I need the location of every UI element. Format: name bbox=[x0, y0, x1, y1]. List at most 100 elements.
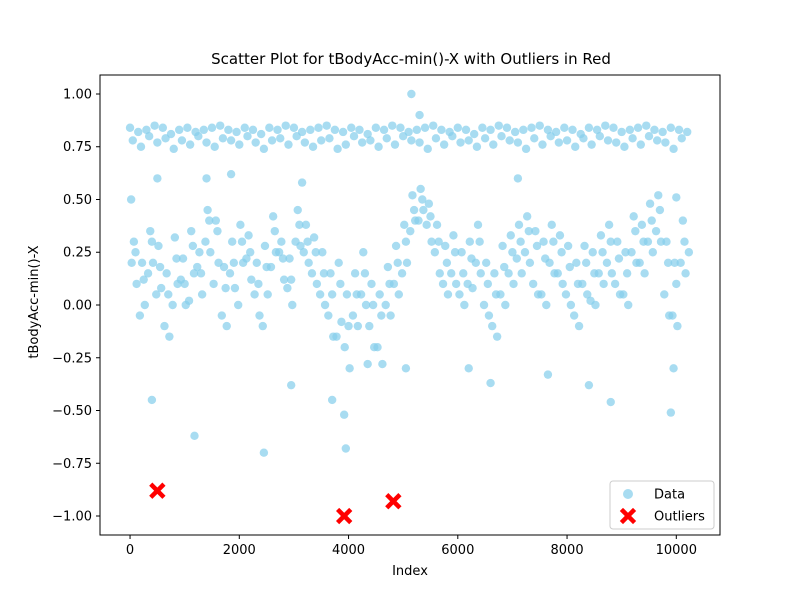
data-point bbox=[488, 321, 497, 331]
data-point bbox=[427, 237, 436, 246]
data-point bbox=[205, 216, 214, 225]
data-point bbox=[259, 144, 269, 154]
data-point bbox=[386, 311, 395, 320]
data-point bbox=[532, 241, 542, 251]
data-point bbox=[247, 275, 256, 284]
data-point bbox=[307, 269, 317, 278]
data-point bbox=[150, 121, 159, 130]
data-point bbox=[480, 134, 490, 143]
data-point bbox=[631, 226, 640, 236]
data-point bbox=[423, 144, 432, 154]
data-point bbox=[365, 321, 374, 331]
data-point bbox=[460, 300, 469, 310]
data-point bbox=[486, 378, 495, 388]
data-point bbox=[524, 226, 534, 236]
legend: Data Outliers bbox=[609, 480, 715, 530]
data-point bbox=[246, 248, 255, 257]
data-point bbox=[435, 269, 444, 278]
data-point bbox=[342, 290, 352, 299]
data-point bbox=[424, 199, 434, 208]
data-point bbox=[390, 140, 400, 149]
data-point bbox=[409, 205, 419, 215]
data-point bbox=[202, 138, 211, 147]
data-point bbox=[279, 275, 289, 284]
data-point bbox=[648, 248, 658, 257]
data-point bbox=[267, 136, 277, 145]
data-point bbox=[661, 138, 670, 147]
data-point bbox=[397, 269, 407, 278]
data-point bbox=[248, 125, 258, 135]
y-tick-label: −1.00 bbox=[52, 510, 92, 525]
data-point bbox=[672, 193, 681, 202]
data-point bbox=[453, 123, 462, 132]
data-point bbox=[358, 138, 367, 147]
data-point bbox=[558, 279, 567, 289]
data-point bbox=[479, 300, 489, 310]
legend-data-label: Data bbox=[654, 488, 685, 503]
data-point bbox=[196, 269, 206, 278]
data-point bbox=[173, 279, 182, 289]
data-point bbox=[188, 241, 198, 251]
data-point bbox=[203, 205, 212, 215]
data-point bbox=[234, 300, 243, 310]
data-point bbox=[562, 136, 572, 145]
data-point bbox=[624, 300, 633, 310]
data-point bbox=[217, 311, 227, 320]
data-point bbox=[465, 237, 475, 246]
data-point bbox=[156, 283, 166, 293]
data-point bbox=[443, 290, 453, 299]
data-point bbox=[341, 444, 351, 453]
outlier-point bbox=[385, 493, 402, 510]
data-point bbox=[581, 258, 591, 267]
data-point bbox=[377, 311, 386, 320]
data-point bbox=[566, 300, 576, 310]
data-point bbox=[415, 110, 424, 120]
data-point bbox=[681, 269, 690, 278]
data-point bbox=[602, 258, 612, 267]
data-point bbox=[338, 127, 348, 137]
data-point bbox=[187, 226, 196, 236]
data-point bbox=[288, 300, 297, 310]
data-point bbox=[330, 125, 340, 135]
data-point bbox=[127, 258, 136, 267]
data-point bbox=[651, 226, 661, 236]
data-point bbox=[494, 121, 503, 130]
data-point bbox=[658, 127, 667, 137]
data-point bbox=[464, 364, 473, 373]
data-point bbox=[614, 254, 624, 263]
data-point bbox=[670, 258, 679, 267]
data-point bbox=[168, 300, 177, 310]
data-point bbox=[660, 290, 669, 299]
data-point bbox=[308, 142, 318, 151]
data-point bbox=[402, 258, 412, 267]
data-point bbox=[432, 220, 442, 230]
data-point bbox=[647, 216, 656, 225]
data-point bbox=[125, 123, 135, 132]
y-tick-label: −0.75 bbox=[52, 457, 92, 472]
data-point bbox=[311, 248, 320, 257]
data-point bbox=[468, 283, 477, 293]
data-point bbox=[319, 269, 329, 278]
data-point bbox=[502, 123, 512, 132]
plot-area bbox=[125, 89, 694, 525]
data-point bbox=[542, 300, 551, 310]
data-point bbox=[663, 258, 673, 267]
data-point bbox=[237, 237, 247, 246]
data-point bbox=[375, 290, 384, 299]
data-point bbox=[628, 134, 637, 143]
data-point bbox=[322, 121, 331, 130]
data-point bbox=[306, 125, 315, 135]
data-point bbox=[189, 269, 199, 278]
data-point bbox=[547, 220, 556, 230]
data-point bbox=[543, 125, 553, 135]
data-point bbox=[229, 258, 239, 267]
data-point bbox=[139, 275, 148, 284]
data-point bbox=[230, 283, 240, 293]
data-point bbox=[273, 125, 282, 135]
data-point bbox=[434, 237, 443, 246]
data-point bbox=[604, 220, 614, 230]
data-point bbox=[543, 370, 553, 379]
data-point bbox=[388, 121, 397, 130]
outlier-point bbox=[335, 507, 353, 525]
data-point bbox=[497, 131, 506, 141]
